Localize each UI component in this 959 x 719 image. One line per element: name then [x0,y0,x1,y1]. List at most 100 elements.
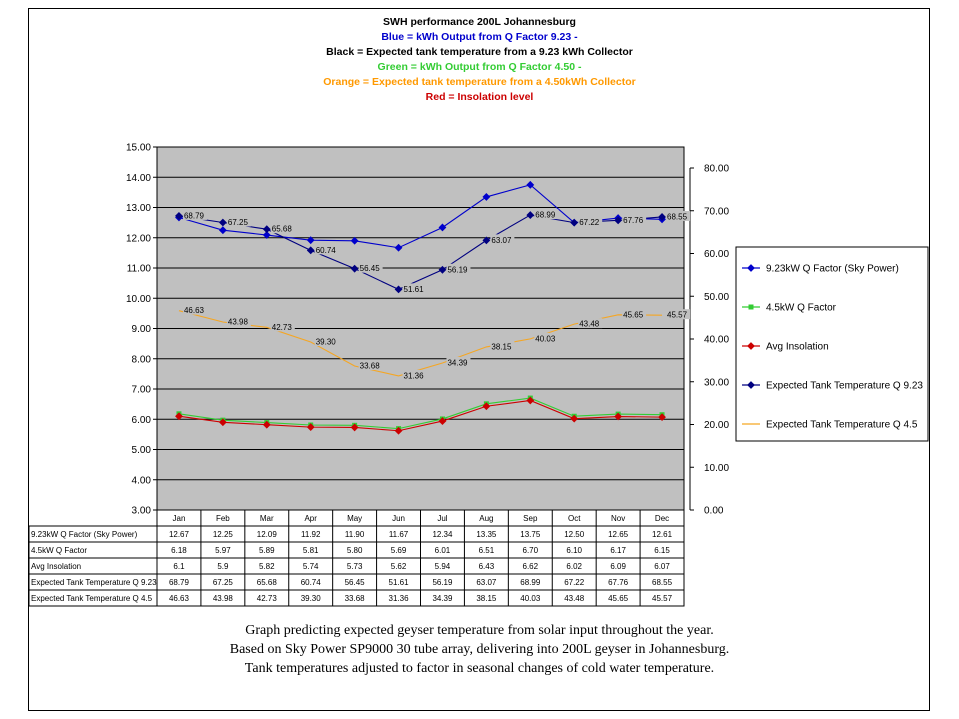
data-label-bg [402,283,427,294]
chart-title-line-1: SWH performance 200L Johannesburg [383,16,576,28]
table-cell: 68.99 [520,578,541,587]
data-label: 65.68 [272,225,293,234]
y-left-tick-label: 13.00 [126,203,151,214]
data-label: 56.45 [360,264,381,273]
data-label-bg [578,318,603,329]
data-label: 42.73 [272,323,293,332]
series-3-point [175,212,183,220]
data-label: 43.48 [579,320,600,329]
series-0-point [394,243,403,252]
series-2-point [218,418,227,427]
table-cell: 12.25 [213,530,234,539]
series-2-point [614,412,623,421]
data-label-bg [534,332,559,343]
data-label: 68.55 [667,212,688,221]
y-left-tick-label: 10.00 [126,294,151,305]
data-label-bg [578,216,603,227]
table-cell: 5.73 [347,562,363,571]
table-cell: 60.74 [301,578,322,587]
data-label: 43.98 [228,317,249,326]
table-cell: 11.92 [301,530,321,539]
data-label-bg [270,223,295,234]
table-cell: 6.70 [523,546,539,555]
table-cell: 45.57 [652,594,673,603]
series-2-point [438,417,447,425]
table-cell: 13.75 [520,530,541,539]
table-cell: 6.01 [435,546,451,555]
table-cell: 6.43 [479,562,495,571]
table-cell: 5.89 [259,546,275,555]
series-3-point [570,218,579,227]
data-label: 45.65 [623,310,644,319]
table-cell: 6.51 [479,546,495,555]
table-cell: 68.79 [169,578,190,587]
category-label: Aug [479,514,493,523]
chart-title-line-2: Blue = kWh Output from Q Factor 9.23 - [381,31,578,43]
data-label: 68.79 [184,211,205,220]
y-left-tick-label: 15.00 [126,143,151,154]
data-label-bg [182,304,207,315]
y-right-tick-label: 30.00 [704,377,729,388]
data-label-bg [226,216,251,227]
data-label-bg [446,263,471,274]
table-cell: 67.25 [213,578,234,587]
data-label: 40.03 [535,334,556,343]
table-cell: 42.73 [257,594,278,603]
data-label: 67.25 [228,218,249,227]
data-label-bg [446,356,471,367]
data-label-bg [402,369,427,380]
y-left-tick-label: 14.00 [126,173,151,184]
series-2-point [394,426,403,435]
series-3-point [614,216,623,225]
y-left-tick-label: 8.00 [132,354,152,365]
table-cell: 68.55 [652,578,673,587]
data-label: 33.68 [360,362,381,371]
data-label-bg [182,209,207,220]
data-label-bg [622,214,647,225]
data-label: 63.07 [491,236,512,245]
data-label: 38.15 [491,342,512,351]
y-right-tick-label: 40.00 [704,335,729,346]
data-label-bg [358,262,383,273]
table-cell: 12.09 [257,530,278,539]
table-cell: 39.30 [301,594,322,603]
data-label: 46.63 [184,306,205,315]
table-cell: 38.15 [476,594,497,603]
series-2-point [482,402,491,411]
data-label-bg [270,321,295,332]
data-label: 68.99 [535,211,556,220]
table-cell: 5.97 [215,546,231,555]
table-row-header: Avg Insolation [31,562,81,571]
chart-frame [28,8,930,711]
table-cell: 40.03 [520,594,541,603]
y-left-tick-label: 3.00 [132,506,152,517]
series-3-point [526,211,535,219]
table-cell: 13.35 [476,530,497,539]
y-right-tick-label: 20.00 [704,420,729,431]
y-left-tick-label: 7.00 [132,385,152,396]
table-cell: 51.61 [389,578,410,587]
table-row-header: Expected Tank Temperature Q 4.5 [31,594,153,603]
y-left-tick-label: 5.00 [132,445,152,456]
chart-title-line-5: Orange = Expected tank temperature from … [323,76,636,88]
series-2-point [526,396,535,405]
series-2-point [262,420,271,429]
table-cell: 67.76 [608,578,629,587]
table-cell: 33.68 [345,594,366,603]
data-label-bg [314,244,339,255]
table-row-header: 4.5kW Q Factor [31,546,87,555]
table-cell: 12.65 [608,530,629,539]
data-label: 51.61 [404,285,425,294]
table-cell: 34.39 [432,594,453,603]
category-label: Nov [611,514,625,523]
table-cell: 56.45 [345,578,366,587]
table-cell: 5.9 [217,562,229,571]
series-3-point [394,285,403,294]
table-cell: 6.18 [171,546,187,555]
data-label-bg [666,210,691,221]
category-label: Jul [437,514,447,523]
data-label-bg [490,234,515,245]
y-right-tick-label: 70.00 [704,206,729,217]
table-cell: 46.63 [169,594,190,603]
table-cell: 12.67 [169,530,190,539]
